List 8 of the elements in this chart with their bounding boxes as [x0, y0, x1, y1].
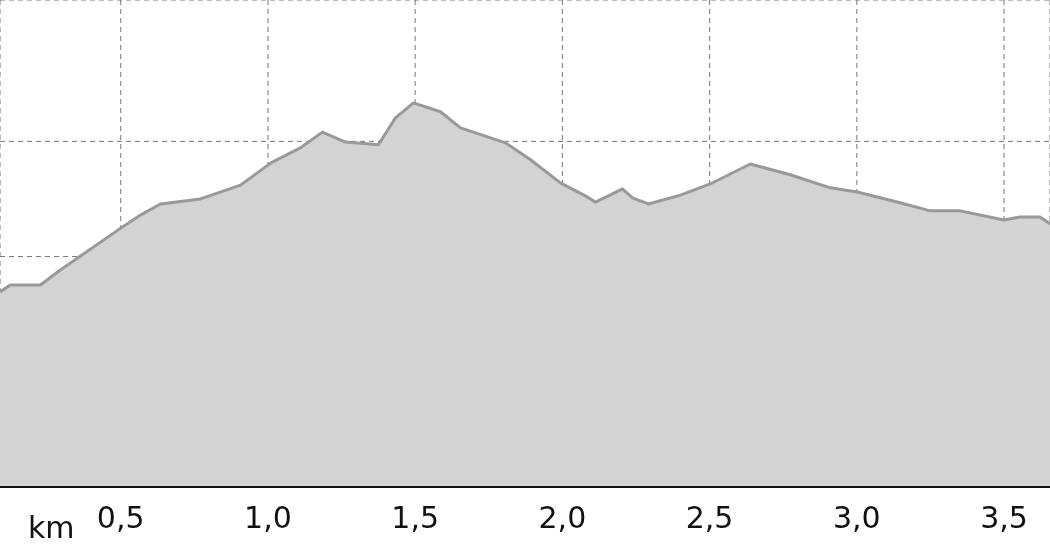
- x-tick-label: 1,0: [244, 500, 292, 536]
- x-tick-label: 1,5: [391, 500, 440, 536]
- x-tick-label: 2,0: [538, 500, 587, 536]
- x-axis-title: km: [28, 510, 75, 545]
- x-tick-label: 2,5: [685, 500, 734, 536]
- x-tick-label: 3,5: [980, 500, 1028, 536]
- x-tick-label: 3,0: [832, 500, 881, 536]
- x-tick-label: 0,5: [96, 500, 145, 536]
